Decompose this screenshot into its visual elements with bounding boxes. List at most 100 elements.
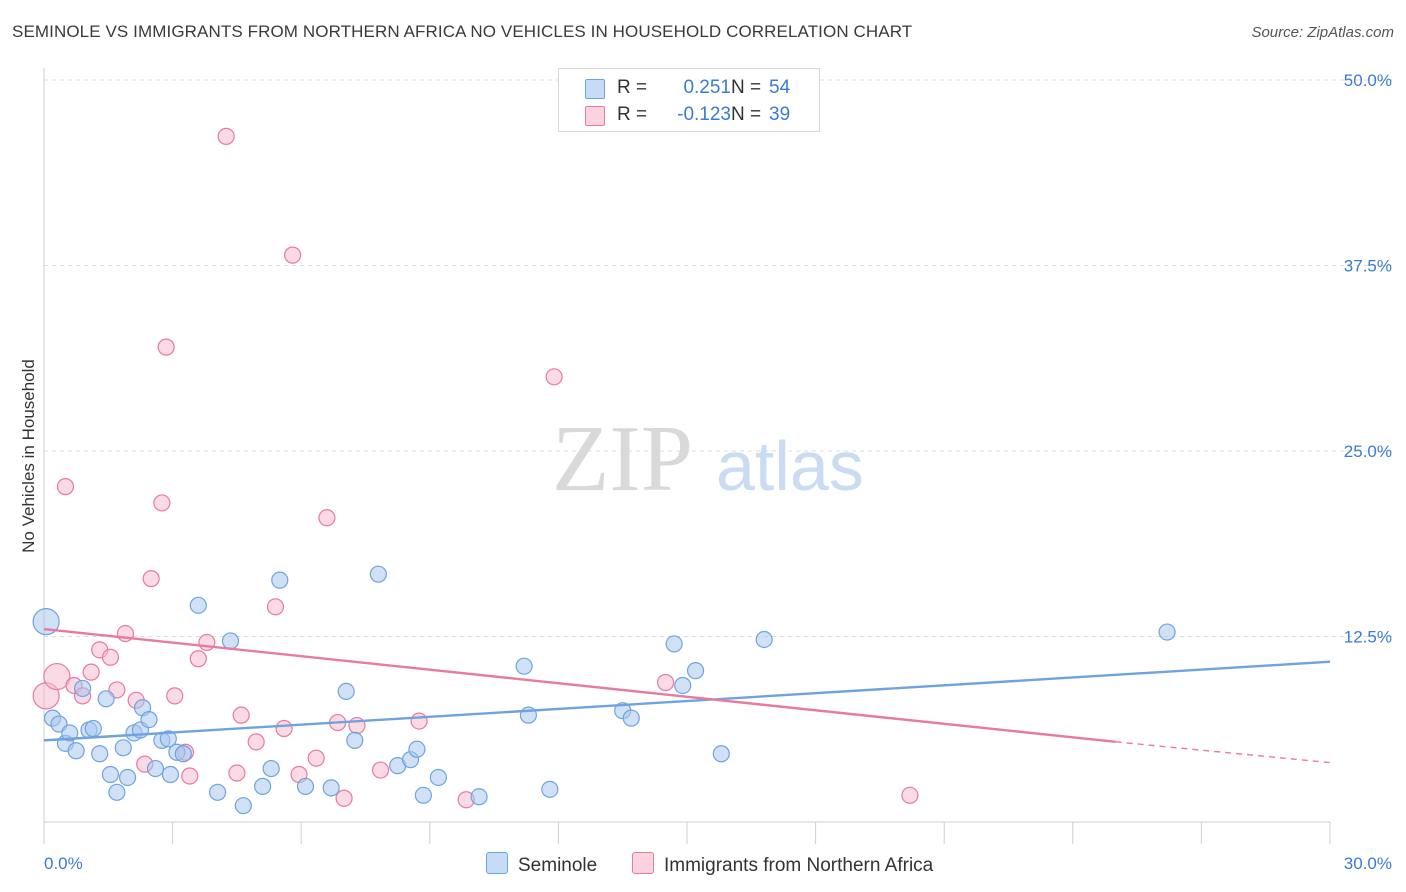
chart-title: SEMINOLE VS IMMIGRANTS FROM NORTHERN AFR… xyxy=(12,22,913,41)
y-tick-label: 12.5% xyxy=(1344,628,1392,647)
series-seminole-points xyxy=(32,565,1176,815)
grid-lines xyxy=(44,79,1392,637)
legend-swatch-immigrants xyxy=(585,106,605,126)
legend-n-value: 54 xyxy=(769,77,791,98)
x-tick-label: 30.0% xyxy=(1344,854,1392,873)
legend-r-value: -0.123 xyxy=(677,104,731,125)
y-axis-label: No Vehicles in Household xyxy=(19,359,38,553)
immigrants-point xyxy=(284,246,302,264)
seminole-point xyxy=(674,676,692,695)
legend-swatch-seminole xyxy=(585,79,605,99)
immigrants-point xyxy=(901,786,919,804)
seminole-point xyxy=(322,779,340,797)
seminole-point xyxy=(67,742,85,760)
legend-n-value: 39 xyxy=(769,104,791,125)
legend-n-label: N = xyxy=(731,77,762,98)
immigrants-point xyxy=(232,706,250,724)
immigrants-point xyxy=(545,368,563,386)
immigrants-point xyxy=(82,663,100,681)
legend-r-value: 0.251 xyxy=(683,77,731,98)
seminole-point xyxy=(108,783,126,801)
seminole-point xyxy=(414,786,432,804)
bottom-legend-swatch-seminole xyxy=(486,852,508,874)
seminole-point xyxy=(1158,623,1176,641)
seminole-point xyxy=(408,740,426,758)
immigrants-point xyxy=(410,712,428,730)
immigrants-point xyxy=(189,650,207,668)
immigrants-point xyxy=(198,633,216,652)
seminole-point xyxy=(515,657,533,675)
bottom-legend-seminole: Seminole xyxy=(486,852,597,877)
seminole-point xyxy=(622,709,640,727)
seminole-point xyxy=(61,724,79,742)
y-tick-label: 25.0% xyxy=(1344,442,1392,461)
immigrants-point xyxy=(157,338,175,356)
correlation-legend: R = 0.251 N = 54 R = -0.123 N = 39 xyxy=(558,68,820,132)
seminole-point xyxy=(665,635,683,653)
seminole-point xyxy=(262,759,280,778)
bottom-legend-label-immigrants: Immigrants from Northern Africa xyxy=(664,855,934,876)
seminole-point xyxy=(114,739,132,757)
seminole-point xyxy=(118,768,137,787)
immigrants-trend-extension xyxy=(1115,741,1331,764)
seminole-point xyxy=(101,765,120,784)
seminole-point xyxy=(296,777,315,795)
immigrants-point xyxy=(228,764,246,782)
immigrants-point xyxy=(153,494,171,512)
source-note: Source: ZipAtlas.com xyxy=(1251,24,1394,41)
seminole-point xyxy=(755,630,773,649)
seminole-point xyxy=(209,783,227,801)
immigrants-point xyxy=(166,687,184,705)
seminole-point xyxy=(369,565,387,583)
seminole-point xyxy=(337,682,355,701)
seminole-point xyxy=(140,711,158,729)
seminole-point xyxy=(84,719,102,738)
seminole-point xyxy=(73,679,92,698)
immigrants-point xyxy=(101,648,120,666)
watermark-atlas: atlas xyxy=(716,427,864,505)
immigrants-point xyxy=(318,509,336,527)
seminole-point xyxy=(32,608,60,636)
immigrants-point xyxy=(371,761,390,779)
immigrants-point xyxy=(142,570,160,588)
seminole-trend-line xyxy=(43,660,1331,742)
y-tick-label: 37.5% xyxy=(1344,257,1392,276)
seminole-point xyxy=(686,662,705,680)
immigrants-point xyxy=(43,662,71,691)
bottom-legend-immigrants: Immigrants from Northern Africa xyxy=(632,852,933,877)
y-tick-label: 50.0% xyxy=(1344,71,1392,90)
x-tick-label: 0.0% xyxy=(44,854,83,873)
seminole-point xyxy=(189,596,207,614)
immigrants-point xyxy=(307,749,325,767)
immigrants-point xyxy=(335,789,353,807)
legend-r-label: R = xyxy=(617,104,648,125)
legend-r-label: R = xyxy=(617,77,648,98)
tick-labels: 12.5% 25.0% 37.5% 50.0% 0.0% 30.0% xyxy=(44,71,1392,873)
seminole-point xyxy=(97,690,115,708)
watermark: ZIP atlas xyxy=(552,407,864,511)
seminole-point xyxy=(174,745,192,763)
seminole-point xyxy=(470,788,488,806)
bottom-legend-label-seminole: Seminole xyxy=(518,855,598,876)
immigrants-trend-line xyxy=(43,627,1116,744)
seminole-point xyxy=(161,765,180,784)
seminole-point xyxy=(221,632,240,650)
immigrants-point xyxy=(266,598,285,616)
legend-n-label: N = xyxy=(731,104,762,125)
watermark-zip: ZIP xyxy=(552,407,693,511)
trend-lines xyxy=(43,627,1331,764)
seminole-point xyxy=(234,797,252,815)
immigrants-point xyxy=(56,478,75,496)
seminole-point xyxy=(254,777,272,795)
immigrants-point xyxy=(247,733,265,751)
immigrants-point xyxy=(181,767,199,785)
immigrants-point xyxy=(217,127,235,145)
seminole-point xyxy=(159,730,177,748)
axes xyxy=(43,68,1331,844)
seminole-point xyxy=(429,768,447,787)
seminole-point xyxy=(271,571,289,589)
seminole-point xyxy=(346,731,364,749)
seminole-point xyxy=(712,745,730,763)
immigrants-point xyxy=(275,719,293,738)
